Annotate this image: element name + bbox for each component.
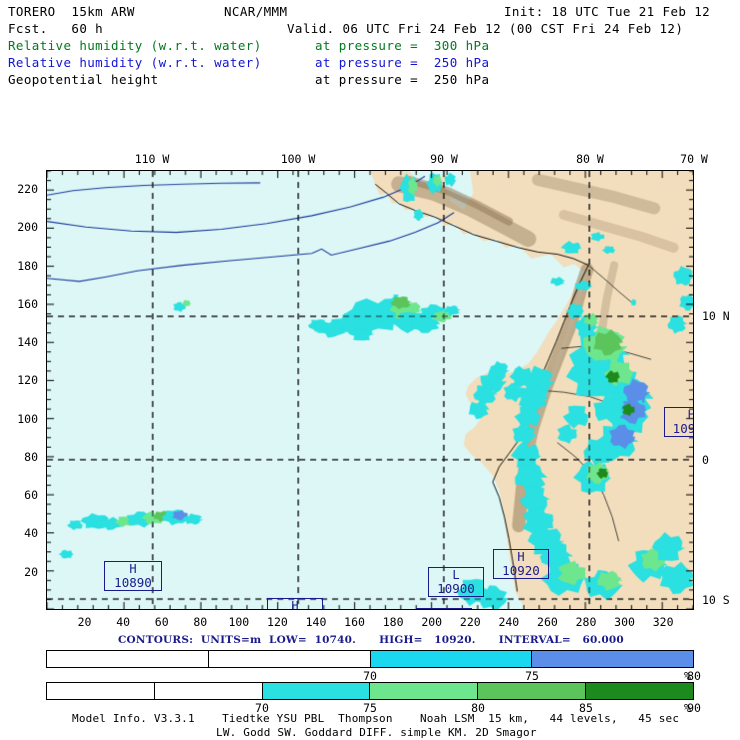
colorbar-tick-label: 75 xyxy=(363,701,377,715)
bottom-axis-label: 100 xyxy=(228,615,250,629)
forecast-map[interactable]: H10910H10890H10900H10900H10900L10900H109… xyxy=(46,170,694,610)
colorbar-tick-label: 75 xyxy=(525,669,539,683)
high-center-label: H10900 xyxy=(416,608,472,609)
bottom-axis-label: 140 xyxy=(305,615,327,629)
bottom-axis-label: 240 xyxy=(498,615,520,629)
colorbar-rh-250 xyxy=(46,682,694,700)
forecast-hour: Fcst. 60 h xyxy=(8,21,104,36)
colorbar-tick-label: 80 xyxy=(471,701,485,715)
left-axis-label: 20 xyxy=(24,564,38,579)
bottom-axis-label: 60 xyxy=(154,615,169,629)
center-type: H xyxy=(517,550,525,564)
model-name: TORERO 15km ARW xyxy=(8,4,135,19)
left-axis-label: 80 xyxy=(24,449,38,464)
bottom-axis-label: 160 xyxy=(344,615,365,629)
model-info-line-2: LW. Godd SW. Goddard DIFF. simple KM. 2D… xyxy=(216,726,537,739)
field-1-level: at pressure = 300 hPa xyxy=(315,38,490,53)
header-block: TORERO 15km ARW NCAR/MMM Init: 18 UTC Tu… xyxy=(0,0,740,100)
colorbar-unit: % xyxy=(684,669,691,683)
low-center-label: L 10900 xyxy=(428,567,484,597)
left-axis-label: 60 xyxy=(24,488,38,503)
center-type: H xyxy=(129,562,137,576)
colorbar-unit: % xyxy=(684,701,691,715)
colorbar-tick-label: 90 xyxy=(687,701,701,715)
center-type: H xyxy=(291,599,299,610)
map-raster xyxy=(47,171,693,609)
colorbar-segment xyxy=(208,651,371,667)
left-axis-label: 220 xyxy=(17,182,38,197)
colorbar-tick-label: 80 xyxy=(687,669,701,683)
colorbar-segment xyxy=(262,683,371,699)
top-axis-label: 80 W xyxy=(576,152,604,166)
top-axis-label: 110 W xyxy=(134,152,170,166)
right-axis-label: 10 S xyxy=(702,593,730,607)
bottom-axis-label: 260 xyxy=(537,615,558,629)
high-center-label: H10910 xyxy=(664,407,693,437)
bottom-axis-label: 320 xyxy=(652,615,674,629)
field-3-level: at pressure = 250 hPa xyxy=(315,72,490,87)
bottom-axis-label: 200 xyxy=(421,615,443,629)
left-axis-label: 40 xyxy=(24,526,38,541)
field-1-name: Relative humidity (w.r.t. water) xyxy=(8,38,262,53)
center-value: 10920 xyxy=(502,562,540,578)
high-center-label: H 10920 xyxy=(493,549,549,579)
colorbar-tick-label: 70 xyxy=(363,669,377,683)
colorbar-tick-label: 70 xyxy=(255,701,269,715)
contour-caption: CONTOURS: UNITS=m LOW= 10740. HIGH= 1092… xyxy=(118,634,624,646)
valid-time: Valid. 06 UTC Fri 24 Feb 12 (00 CST Fri … xyxy=(287,21,684,36)
left-axis-label: 120 xyxy=(17,373,38,388)
bottom-axis-label: 220 xyxy=(459,615,481,629)
colorbar-rh-300 xyxy=(46,650,694,668)
colorbar-segment xyxy=(370,683,479,699)
left-axis-label: 200 xyxy=(17,220,38,235)
init-time: Init: 18 UTC Tue 21 Feb 12 xyxy=(504,4,711,19)
center-value: 10890 xyxy=(114,574,152,590)
bottom-axis-label: 40 xyxy=(116,615,131,629)
field-2-level: at pressure = 250 hPa xyxy=(315,55,490,70)
bottom-axis-label: 120 xyxy=(267,615,288,629)
bottom-axis-label: 80 xyxy=(193,615,208,629)
center-type: L xyxy=(452,568,460,582)
field-2-name: Relative humidity (w.r.t. water) xyxy=(8,55,262,70)
high-center-label: H 10890 xyxy=(104,561,162,591)
left-axis-label: 180 xyxy=(17,258,38,273)
left-axis-label: 160 xyxy=(17,296,38,311)
top-axis-label: 100 W xyxy=(280,152,316,166)
colorbar-segment xyxy=(478,683,587,699)
top-axis-label: 70 W xyxy=(680,152,708,166)
high-center-label: H10900 xyxy=(267,598,323,610)
bottom-axis-label: 280 xyxy=(575,615,597,629)
colorbar-segment xyxy=(154,683,263,699)
center-value: 10900 xyxy=(437,580,475,596)
institution-label: NCAR/MMM xyxy=(224,4,288,19)
center-value: 10910 xyxy=(672,420,693,436)
center-type: H xyxy=(665,409,693,422)
right-axis-label: 10 N xyxy=(702,308,730,323)
colorbar-segment xyxy=(47,651,209,667)
left-axis-label: 100 xyxy=(17,411,38,426)
bottom-axis-label: 300 xyxy=(614,615,635,629)
model-info-line-1: Model Info. V3.3.1 Tiedtke YSU PBL Thomp… xyxy=(72,712,680,725)
top-axis-label: 90 W xyxy=(430,152,458,166)
colorbar-segment xyxy=(47,683,155,699)
right-axis-label: 0 xyxy=(702,453,709,467)
colorbar-segment xyxy=(532,651,693,667)
colorbar-segment xyxy=(370,651,533,667)
bottom-axis-label: 20 xyxy=(77,615,92,629)
left-axis-label: 140 xyxy=(17,335,38,350)
colorbar-tick-label: 85 xyxy=(579,701,593,715)
bottom-axis-label: 180 xyxy=(382,615,404,629)
field-3-name: Geopotential height xyxy=(8,72,159,87)
colorbar-segment xyxy=(586,683,693,699)
